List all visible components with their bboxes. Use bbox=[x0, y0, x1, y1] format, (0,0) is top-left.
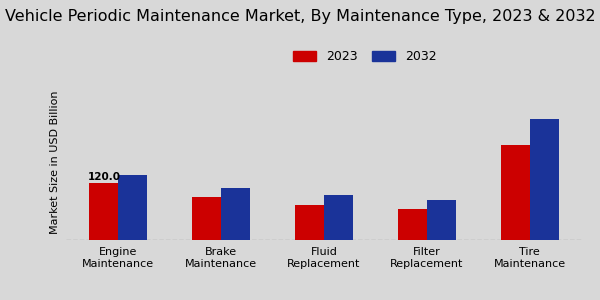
Y-axis label: Market Size in USD Billion: Market Size in USD Billion bbox=[50, 90, 61, 234]
Bar bbox=[398, 209, 427, 240]
Text: Vehicle Periodic Maintenance Market, By Maintenance Type, 2023 & 2032: Vehicle Periodic Maintenance Market, By … bbox=[5, 9, 595, 24]
Bar bbox=[427, 200, 455, 240]
Bar bbox=[221, 188, 250, 240]
Bar bbox=[324, 195, 353, 240]
Bar bbox=[295, 205, 324, 240]
Bar bbox=[530, 119, 559, 240]
Bar bbox=[501, 146, 530, 240]
Bar bbox=[193, 197, 221, 240]
Text: 120.0: 120.0 bbox=[88, 172, 121, 182]
Bar bbox=[89, 183, 118, 240]
Legend: 2023, 2032: 2023, 2032 bbox=[288, 46, 442, 68]
Bar bbox=[118, 175, 147, 240]
